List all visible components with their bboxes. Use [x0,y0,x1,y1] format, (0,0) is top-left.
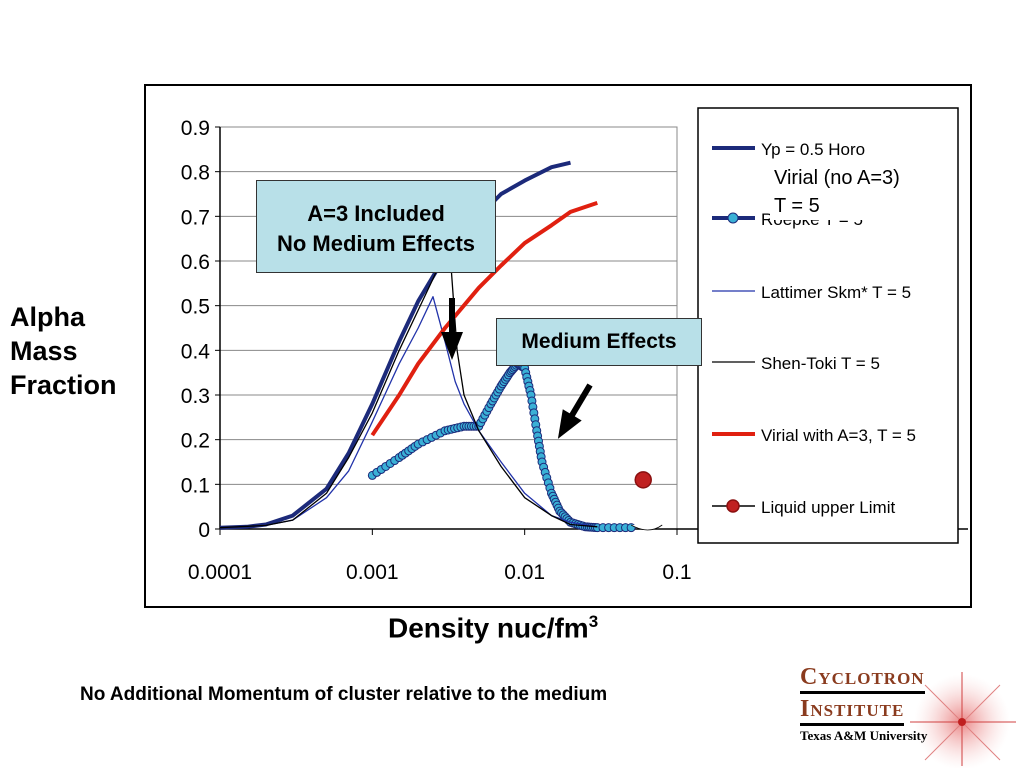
legend-label: Virial with A=3, T = 5 [761,426,916,445]
annotations [441,298,663,531]
legend-label: Shen-Toki T = 5 [761,354,880,373]
legend-marker [726,499,740,513]
legend-item: Yp = 0.5 Horo [712,140,865,159]
legend-label: Lattimer Skm* T = 5 [761,283,911,302]
series-5 [634,471,652,489]
arrow-head [557,409,582,439]
logo-institute: Institute [800,696,905,726]
callout-a3-included: A=3 Included No Medium Effects [256,180,496,273]
arrow-a3-icon [441,298,463,360]
callout-medium-effects: Medium Effects [496,318,702,366]
legend-item: Shen-Toki T = 5 [712,354,880,373]
series-4 [370,201,598,437]
series-line [370,201,598,437]
cyclotron-logo: Cyclotron Institute Texas A&M University [790,650,1024,768]
data-point [626,523,636,533]
footnote: No Additional Momentum of cluster relati… [80,684,608,705]
legend-label: Yp = 0.5 Horo [761,140,865,159]
legend-marker [727,212,739,224]
callout-line: No Medium Effects [276,231,476,256]
x-axis-label-exponent: 3 [588,612,599,631]
series-layer [219,160,652,533]
logo-cyclotron: Cyclotron [800,664,925,694]
data-point [634,471,652,489]
virial-note: Virial (no A=3) T = 5 [770,164,904,220]
axis-blob [630,524,663,531]
y-axis-label-line: Alpha [10,302,86,332]
y-tick-label: 0.9 [181,117,210,140]
y-tick-label: 0.4 [181,340,211,363]
y-tick-label: 0.7 [181,206,210,229]
y-axis-label-line: Fraction [10,370,117,400]
y-tick-label: 0.5 [181,296,210,319]
y-tick-label: 0.8 [181,162,210,185]
legend-label: Liquid upper Limit [761,498,895,517]
x-tick-label: 0.0001 [188,561,252,584]
callout-line: A=3 Included [307,201,445,226]
y-axis-label: Alpha Mass Fraction [10,300,117,402]
series-2 [219,296,598,529]
arrow-head [441,332,463,360]
x-tick-label: 0.01 [504,561,545,584]
y-tick-label: 0.2 [181,430,210,453]
y-tick-label: 0.3 [181,385,210,408]
x-axis-label-text: Density nuc/fm [388,612,589,644]
x-tick-label: 0.001 [346,561,399,584]
legend-item: Virial with A=3, T = 5 [712,426,916,445]
series-line [219,160,571,530]
y-axis-label-line: Mass [10,336,78,366]
legend-item: Lattimer Skm* T = 5 [712,283,911,302]
arrow-medium-icon [557,383,593,439]
x-axis-label: Density nuc/fm3 [388,612,598,644]
virial-note-line: T = 5 [774,195,820,217]
y-tick-label: 0.1 [181,474,210,497]
virial-note-line: Virial (no A=3) [774,167,900,189]
logo-starburst-icon [910,672,1016,768]
y-tick-label: 0 [198,519,210,542]
logo-university: Texas A&M University [800,728,928,743]
y-tick-label: 0.6 [181,251,210,274]
series-0 [219,160,571,530]
x-tick-label: 0.1 [662,561,691,584]
series-line [219,296,598,529]
legend-item: Liquid upper Limit [712,498,895,517]
